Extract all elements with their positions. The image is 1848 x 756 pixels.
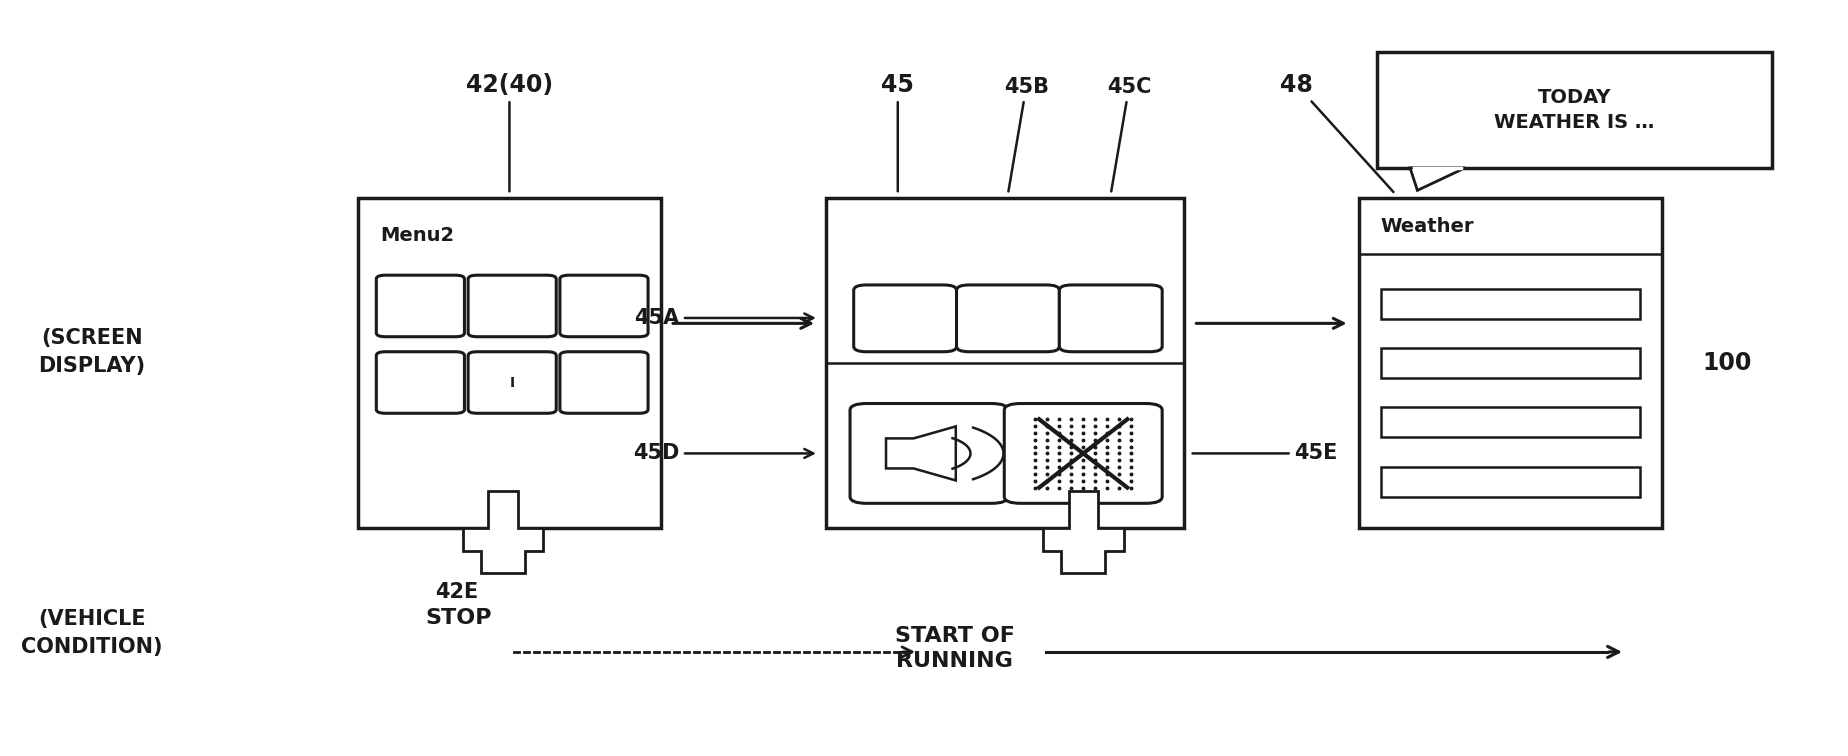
Text: 48: 48 [1281,73,1393,192]
Text: STOP: STOP [425,608,492,628]
Text: 45A: 45A [634,308,813,328]
Text: (VEHICLE
CONDITION): (VEHICLE CONDITION) [20,609,163,657]
FancyBboxPatch shape [1003,404,1162,503]
FancyBboxPatch shape [468,352,556,414]
Text: 45B: 45B [1003,76,1050,191]
FancyBboxPatch shape [560,352,649,414]
Text: 42(40): 42(40) [466,73,553,191]
FancyBboxPatch shape [1380,407,1639,438]
Polygon shape [1410,168,1465,191]
FancyBboxPatch shape [850,404,1007,503]
FancyBboxPatch shape [1380,467,1639,497]
FancyBboxPatch shape [1059,285,1162,352]
Polygon shape [885,426,955,480]
Text: Menu2: Menu2 [381,226,455,245]
FancyBboxPatch shape [1380,348,1639,378]
Text: (SCREEN
DISPLAY): (SCREEN DISPLAY) [39,328,146,376]
Polygon shape [1042,491,1124,573]
Text: I: I [510,376,516,389]
FancyBboxPatch shape [1377,51,1772,168]
Text: TODAY
WEATHER IS …: TODAY WEATHER IS … [1495,88,1654,132]
FancyBboxPatch shape [1380,289,1639,318]
FancyBboxPatch shape [377,352,464,414]
Text: 45E: 45E [1192,444,1338,463]
FancyBboxPatch shape [560,275,649,336]
FancyBboxPatch shape [1358,198,1661,528]
Polygon shape [462,491,543,573]
Text: 45: 45 [881,73,915,191]
Text: 42E: 42E [436,582,479,602]
Text: 45D: 45D [632,444,813,463]
FancyBboxPatch shape [377,275,464,336]
Text: 100: 100 [1702,351,1752,375]
Text: Weather: Weather [1380,216,1475,236]
Text: 45C: 45C [1107,76,1151,191]
FancyBboxPatch shape [854,285,957,352]
FancyBboxPatch shape [826,198,1185,528]
FancyBboxPatch shape [468,275,556,336]
FancyBboxPatch shape [359,198,662,528]
Text: START OF
RUNNING: START OF RUNNING [894,626,1015,671]
FancyBboxPatch shape [957,285,1059,352]
